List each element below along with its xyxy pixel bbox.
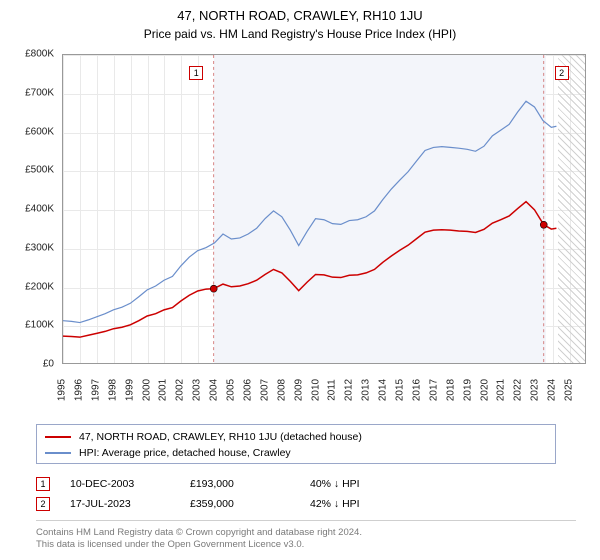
x-tick-label: 2002 (175, 379, 186, 401)
legend-label-property: 47, NORTH ROAD, CRAWLEY, RH10 1JU (detac… (79, 431, 362, 443)
footer-line1: Contains HM Land Registry data © Crown c… (36, 527, 576, 539)
event-price: £193,000 (190, 478, 310, 490)
x-tick-label: 2015 (395, 379, 406, 401)
y-tick-label: £700K (25, 87, 54, 98)
x-tick-label: 2013 (361, 379, 372, 401)
chart-container: 47, NORTH ROAD, CRAWLEY, RH10 1JU Price … (0, 0, 600, 560)
x-tick-label: 2005 (226, 379, 237, 401)
y-tick-label: £300K (25, 242, 54, 253)
legend-row-property: 47, NORTH ROAD, CRAWLEY, RH10 1JU (detac… (45, 429, 547, 445)
plot-area (62, 54, 586, 364)
x-tick-label: 2011 (327, 379, 338, 401)
x-tick-label: 1996 (73, 379, 84, 401)
event-marker-box: 1 (189, 66, 203, 80)
x-tick-label: 2014 (378, 379, 389, 401)
x-tick-label: 2018 (445, 379, 456, 401)
y-tick-label: £0 (43, 359, 54, 370)
legend: 47, NORTH ROAD, CRAWLEY, RH10 1JU (detac… (36, 424, 556, 514)
x-tick-label: 2006 (242, 379, 253, 401)
event-marker-1: 1 (36, 477, 50, 491)
x-tick-label: 1995 (57, 379, 68, 401)
y-tick-label: £400K (25, 204, 54, 215)
x-tick-label: 2024 (547, 379, 558, 401)
x-tick-label: 2017 (428, 379, 439, 401)
y-tick-label: £600K (25, 126, 54, 137)
y-tick-label: £800K (25, 49, 54, 60)
page-title: 47, NORTH ROAD, CRAWLEY, RH10 1JU (0, 0, 600, 23)
x-tick-label: 2023 (530, 379, 541, 401)
page-subtitle: Price paid vs. HM Land Registry's House … (0, 23, 600, 41)
event-date: 17-JUL-2023 (70, 498, 190, 510)
footer-note: Contains HM Land Registry data © Crown c… (36, 520, 576, 551)
x-axis-labels: 1995199619971998199920002001200220032004… (62, 368, 586, 418)
x-tick-label: 2022 (513, 379, 524, 401)
event-price: £359,000 (190, 498, 310, 510)
x-tick-label: 2019 (462, 379, 473, 401)
legend-label-hpi: HPI: Average price, detached house, Craw… (79, 447, 291, 459)
y-axis-labels: £0£100K£200K£300K£400K£500K£600K£700K£80… (10, 54, 58, 364)
x-tick-label: 1998 (107, 379, 118, 401)
legend-series-box: 47, NORTH ROAD, CRAWLEY, RH10 1JU (detac… (36, 424, 556, 464)
x-tick-label: 2003 (192, 379, 203, 401)
y-tick-label: £100K (25, 320, 54, 331)
event-row: 1 10-DEC-2003 £193,000 40% ↓ HPI (36, 474, 556, 494)
y-tick-label: £200K (25, 281, 54, 292)
x-tick-label: 2004 (209, 379, 220, 401)
chart-svg (63, 55, 585, 363)
x-tick-label: 2009 (293, 379, 304, 401)
event-row: 2 17-JUL-2023 £359,000 42% ↓ HPI (36, 494, 556, 514)
event-date: 10-DEC-2003 (70, 478, 190, 490)
x-tick-label: 1999 (124, 379, 135, 401)
x-tick-label: 2025 (564, 379, 575, 401)
event-marker-2: 2 (36, 497, 50, 511)
x-tick-label: 1997 (90, 379, 101, 401)
event-diff: 40% ↓ HPI (310, 478, 430, 490)
footer-line2: This data is licensed under the Open Gov… (36, 539, 576, 551)
chart-wrap: £0 £100K £200K £300K £400K £500K £600K £700K £80… (10, 50, 590, 420)
x-tick-label: 2012 (344, 379, 355, 401)
event-diff: 42% ↓ HPI (310, 498, 430, 510)
x-tick-label: 2021 (496, 379, 507, 401)
y-tick-label: £500K (25, 165, 54, 176)
events-table: 1 10-DEC-2003 £193,000 40% ↓ HPI 2 17-JU… (36, 474, 556, 514)
legend-row-hpi: HPI: Average price, detached house, Craw… (45, 445, 547, 461)
x-tick-label: 2008 (276, 379, 287, 401)
event-marker-box: 2 (555, 66, 569, 80)
x-tick-label: 2007 (259, 379, 270, 401)
x-tick-label: 2001 (158, 379, 169, 401)
x-tick-label: 2016 (411, 379, 422, 401)
legend-swatch-blue (45, 452, 71, 454)
x-tick-label: 2010 (310, 379, 321, 401)
x-tick-label: 2020 (479, 379, 490, 401)
x-tick-label: 2000 (141, 379, 152, 401)
legend-swatch-red (45, 436, 71, 438)
